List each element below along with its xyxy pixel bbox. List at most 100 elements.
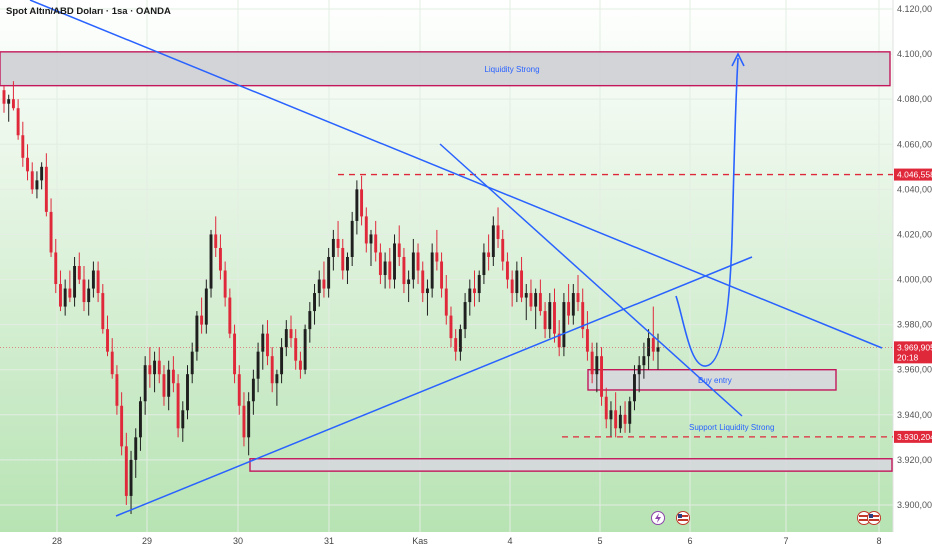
candle-body — [388, 261, 392, 280]
event-icon-us-flag[interactable] — [676, 511, 690, 525]
candle-body — [637, 365, 641, 375]
candle-body — [317, 279, 321, 294]
candle-body — [581, 302, 585, 330]
candle-body — [2, 90, 6, 104]
candle-body — [247, 401, 251, 438]
candle-body — [454, 338, 458, 352]
candle-body — [298, 360, 302, 370]
descending-trendline — [29, 0, 883, 349]
candle-body — [515, 270, 519, 294]
candle-body — [402, 256, 406, 285]
candle-body — [543, 311, 547, 330]
candle-body — [327, 256, 331, 289]
candle-body — [148, 365, 152, 375]
candle-body — [600, 356, 603, 397]
x-axis: 28 29 30 31 Kas 4 5 6 7 8 — [52, 536, 882, 546]
candle-body — [26, 157, 29, 172]
candle-body — [397, 243, 401, 257]
candle-body — [233, 333, 237, 375]
candle-body — [270, 356, 274, 384]
y-tick-label: 4.020,000 — [897, 229, 932, 239]
candle-body — [181, 410, 185, 429]
candle-body — [77, 266, 81, 280]
time-axis-background — [0, 532, 932, 550]
candle-body — [614, 410, 618, 429]
candle-body — [604, 396, 608, 420]
candle-body — [190, 351, 194, 375]
candle-body — [21, 135, 25, 158]
candle-body — [322, 279, 326, 289]
candle-body — [369, 234, 373, 244]
candle-body — [204, 288, 208, 325]
candle-body — [444, 288, 448, 316]
candle-body — [585, 329, 589, 352]
candle-body — [571, 293, 575, 316]
candle-body — [228, 297, 232, 334]
candle-body — [435, 252, 439, 262]
candle-body — [364, 216, 368, 244]
candle-body — [214, 234, 218, 248]
zones: Liquidity Strong — [0, 51, 893, 472]
event-icon-lightning[interactable] — [651, 511, 665, 525]
x-tick-label: 7 — [783, 536, 788, 546]
grid — [0, 0, 893, 532]
candle-body — [303, 329, 307, 370]
y-tick-label: 3.960,000 — [897, 365, 932, 375]
x-tick-label: 6 — [687, 536, 692, 546]
candle-body — [308, 311, 312, 330]
candle-body — [134, 437, 138, 460]
y-tick-label: 3.920,000 — [897, 455, 932, 465]
support-liquidity-label: Support Liquidity Strong — [689, 423, 774, 432]
candle-body — [567, 302, 571, 316]
candle-body — [440, 261, 444, 289]
candle-body — [548, 302, 552, 330]
candle-body — [529, 293, 533, 307]
candle-body — [261, 333, 265, 352]
candle-body — [157, 360, 161, 375]
price-label-text: 3.930,204 — [897, 432, 932, 442]
candle-body — [520, 270, 524, 298]
candle-body — [223, 270, 227, 298]
candle-body — [256, 351, 260, 379]
projected-price-path — [675, 57, 739, 367]
candle-body — [120, 405, 124, 447]
candle-body — [557, 333, 561, 348]
candle-body — [200, 315, 204, 325]
candle-body — [623, 414, 627, 424]
candle-body — [167, 369, 171, 397]
y-tick-label: 4.060,000 — [897, 139, 932, 149]
candle-body — [463, 302, 467, 330]
candle-body — [129, 459, 133, 496]
y-tick-label: 4.040,000 — [897, 184, 932, 194]
candle-body — [505, 261, 509, 280]
candle-body — [656, 347, 660, 352]
candle-body — [346, 256, 349, 271]
candle-body — [458, 329, 462, 352]
drawings: Buy entry Support Liquidity Strong — [0, 0, 893, 517]
price-label-text: 4.046,558 — [897, 170, 932, 180]
candle-body — [491, 225, 495, 257]
candle-body — [633, 374, 636, 402]
x-tick-label: 5 — [597, 536, 602, 546]
candle-body — [595, 356, 599, 375]
candle-body — [251, 378, 255, 402]
chart-title: Spot Altın/ABD Doları · 1sa · OANDA — [6, 6, 171, 17]
candle-body — [482, 252, 486, 276]
buy-entry-label: Buy entry — [698, 376, 732, 385]
candle-body — [30, 171, 34, 190]
event-icon-us-flag-group[interactable] — [857, 511, 881, 525]
candle-body — [294, 338, 298, 361]
x-tick-label: 30 — [233, 536, 243, 546]
candle-body — [11, 99, 15, 109]
candle-body — [651, 338, 655, 352]
x-tick-label: 4 — [507, 536, 512, 546]
price-label-countdown: 20:18 — [897, 352, 919, 362]
candle-body — [449, 315, 453, 339]
candle-body — [477, 275, 481, 294]
candle-body — [360, 189, 364, 217]
candle-body — [153, 360, 157, 375]
y-tick-label: 4.080,000 — [897, 94, 932, 104]
candle-body — [609, 410, 613, 420]
candle-body — [421, 270, 425, 294]
